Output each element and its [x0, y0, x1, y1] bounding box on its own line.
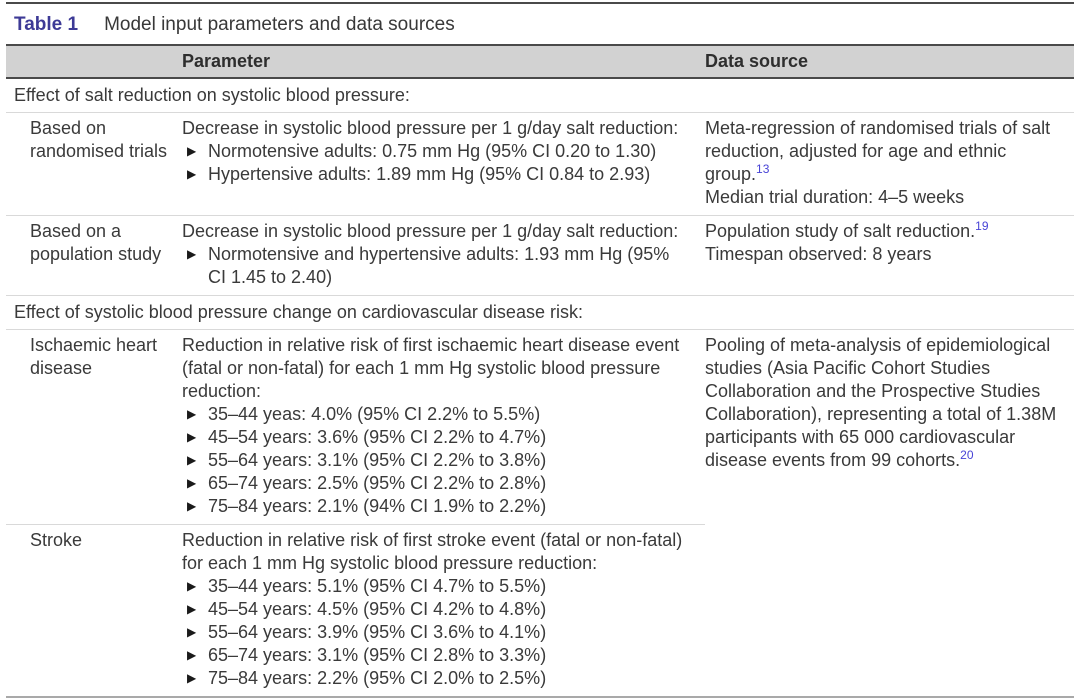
citation-ref-link[interactable]: 19	[975, 219, 989, 233]
row-label: Based on a population study	[6, 215, 182, 296]
data-source-extra: Timespan observed: 8 years	[705, 244, 932, 264]
bullet-text: 45–54 years: 3.6% (95% CI 2.2% to 4.7%)	[208, 427, 547, 447]
citation-ref-link[interactable]: 20	[960, 448, 974, 462]
bullet-text: 75–84 years: 2.1% (94% CI 1.9% to 2.2%)	[208, 496, 547, 516]
bullet-triangle-icon: ▶	[187, 602, 197, 616]
bullet-triangle-icon: ▶	[187, 453, 197, 467]
section-heading-row: Effect of salt reduction on systolic blo…	[6, 78, 1074, 113]
data-source-cell: Meta-regression of randomised trials of …	[705, 112, 1074, 216]
table-row: Stroke Reduction in relative risk of fir…	[6, 525, 1074, 698]
section-heading: Effect of salt reduction on systolic blo…	[6, 78, 1074, 113]
bullet-triangle-icon: ▶	[187, 476, 197, 490]
parameter-cell: Reduction in relative risk of first isch…	[182, 329, 705, 525]
table-row: Based on randomised trials Decrease in s…	[6, 112, 1074, 216]
bullet-item: ▶ Hypertensive adults: 1.89 mm Hg (95% C…	[182, 163, 691, 186]
bullet-text: 75–84 years: 2.2% (95% CI 2.0% to 2.5%)	[208, 668, 547, 688]
bullet-text: Normotensive adults: 0.75 mm Hg (95% CI …	[208, 141, 657, 161]
bullet-item: ▶ Normotensive adults: 0.75 mm Hg (95% C…	[182, 140, 691, 163]
bullet-triangle-icon: ▶	[187, 671, 197, 685]
bullet-text: 65–74 years: 3.1% (95% CI 2.8% to 3.3%)	[208, 645, 547, 665]
model-parameters-table: Parameter Data source Effect of salt red…	[6, 44, 1074, 698]
bullet-triangle-icon: ▶	[187, 247, 197, 261]
bullet-triangle-icon: ▶	[187, 579, 197, 593]
column-header-data-source: Data source	[705, 44, 1074, 79]
bullet-triangle-icon: ▶	[187, 499, 197, 513]
bullet-item: ▶ 35–44 years: 5.1% (95% CI 4.7% to 5.5%…	[182, 575, 691, 598]
bullet-triangle-icon: ▶	[187, 407, 197, 421]
bullet-text: Normotensive and hypertensive adults: 1.…	[208, 244, 670, 287]
bullet-item: ▶ 75–84 years: 2.2% (95% CI 2.0% to 2.5%…	[182, 667, 691, 690]
bullet-triangle-icon: ▶	[187, 648, 197, 662]
parameter-intro: Decrease in systolic blood pressure per …	[182, 118, 679, 138]
bullet-item: ▶ Normotensive and hypertensive adults: …	[182, 243, 691, 289]
data-source-cell: Pooling of meta-analysis of epidemiologi…	[705, 329, 1074, 698]
section-heading: Effect of systolic blood pressure change…	[6, 295, 1074, 330]
data-source-text: Population study of salt reduction.	[705, 221, 976, 241]
bullet-triangle-icon: ▶	[187, 430, 197, 444]
bullet-item: ▶ 65–74 years: 3.1% (95% CI 2.8% to 3.3%…	[182, 644, 691, 667]
bullet-text: 45–54 years: 4.5% (95% CI 4.2% to 4.8%)	[208, 599, 547, 619]
bullet-triangle-icon: ▶	[187, 144, 197, 158]
bullet-item: ▶ 75–84 years: 2.1% (94% CI 1.9% to 2.2%…	[182, 495, 691, 518]
parameter-intro: Decrease in systolic blood pressure per …	[182, 221, 679, 241]
parameter-cell: Decrease in systolic blood pressure per …	[182, 215, 705, 296]
row-label: Based on randomised trials	[6, 112, 182, 216]
data-source-extra: Median trial duration: 4–5 weeks	[705, 187, 965, 207]
bullet-triangle-icon: ▶	[187, 167, 197, 181]
data-source-text: Meta-regression of randomised trials of …	[705, 118, 1051, 184]
bullet-text: 55–64 years: 3.1% (95% CI 2.2% to 3.8%)	[208, 450, 547, 470]
data-source-text: Pooling of meta-analysis of epidemiologi…	[705, 335, 1057, 470]
row-label: Ischaemic heart disease	[6, 329, 182, 525]
parameter-intro: Reduction in relative risk of first stro…	[182, 530, 683, 573]
header-spacer-cell	[6, 44, 182, 79]
bullet-text: 35–44 yeas: 4.0% (95% CI 2.2% to 5.5%)	[208, 404, 541, 424]
bullet-item: ▶ 55–64 years: 3.9% (95% CI 3.6% to 4.1%…	[182, 621, 691, 644]
data-source-cell: Population study of salt reduction.19 Ti…	[705, 215, 1074, 296]
table-title: Model input parameters and data sources	[104, 14, 455, 35]
table-row: Based on a population study Decrease in …	[6, 215, 1074, 296]
section-heading-row: Effect of systolic blood pressure change…	[6, 295, 1074, 330]
bullet-triangle-icon: ▶	[187, 625, 197, 639]
table-header-row: Parameter Data source	[6, 44, 1074, 79]
parameter-cell: Decrease in systolic blood pressure per …	[182, 112, 705, 216]
table-row: Ischaemic heart disease Reduction in rel…	[6, 329, 1074, 698]
bullet-text: 35–44 years: 5.1% (95% CI 4.7% to 5.5%)	[208, 576, 547, 596]
bullet-text: Hypertensive adults: 1.89 mm Hg (95% CI …	[208, 164, 651, 184]
bullet-item: ▶ 45–54 years: 4.5% (95% CI 4.2% to 4.8%…	[182, 598, 691, 621]
citation-ref-link[interactable]: 13	[756, 162, 770, 176]
bullet-item: ▶ 45–54 years: 3.6% (95% CI 2.2% to 4.7%…	[182, 426, 691, 449]
bullet-text: 65–74 years: 2.5% (95% CI 2.2% to 2.8%)	[208, 473, 547, 493]
table-caption-bar: Table 1 Model input parameters and data s…	[6, 2, 1074, 44]
table-label: Table 1	[14, 14, 79, 35]
column-header-parameter: Parameter	[182, 44, 705, 79]
parameter-cell: Reduction in relative risk of first stro…	[182, 525, 705, 698]
bullet-item: ▶ 35–44 yeas: 4.0% (95% CI 2.2% to 5.5%)	[182, 403, 691, 426]
bullet-item: ▶ 55–64 years: 3.1% (95% CI 2.2% to 3.8%…	[182, 449, 691, 472]
bullet-text: 55–64 years: 3.9% (95% CI 3.6% to 4.1%)	[208, 622, 547, 642]
parameter-intro: Reduction in relative risk of first isch…	[182, 335, 680, 401]
bullet-item: ▶ 65–74 years: 2.5% (95% CI 2.2% to 2.8%…	[182, 472, 691, 495]
row-label: Stroke	[30, 530, 83, 550]
